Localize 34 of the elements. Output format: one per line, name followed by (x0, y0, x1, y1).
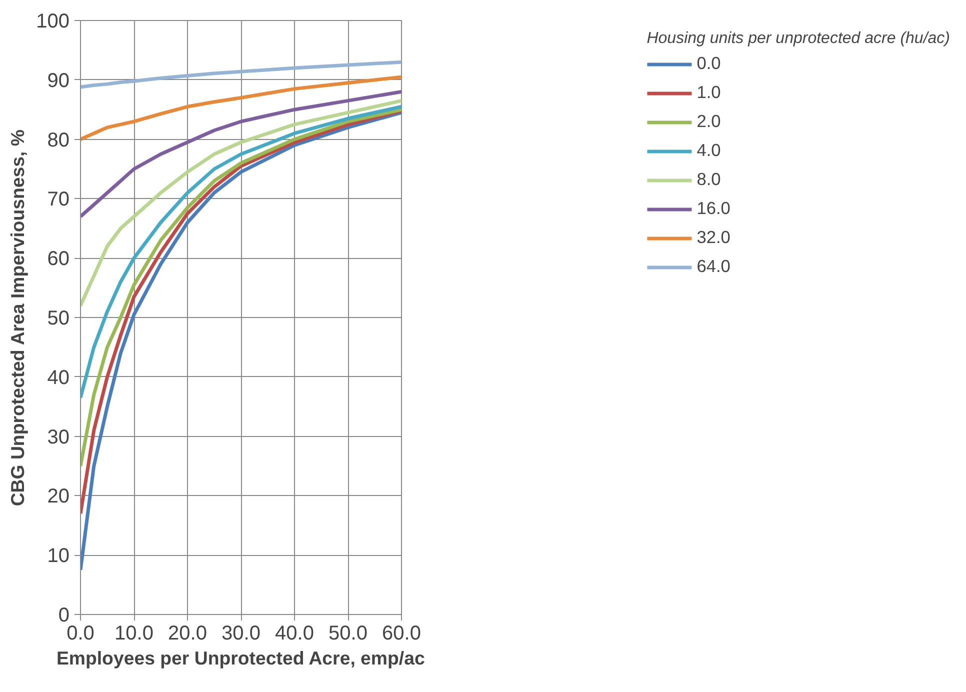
legend-label: 32.0 (696, 227, 730, 248)
y-tick-label: 20 (47, 486, 70, 508)
legend-label: 4.0 (696, 140, 721, 161)
x-axis-title: Employees per Unprotected Acre, emp/ac (56, 648, 425, 668)
y-tick-label: 0 (58, 604, 70, 626)
x-tick-label: 10.0 (114, 622, 154, 644)
line-series (80, 104, 402, 400)
y-tick-label: 100 (36, 10, 70, 32)
legend-label: 64.0 (696, 256, 730, 277)
line-series (80, 90, 402, 218)
legend-label: 0.0 (696, 53, 721, 74)
x-tick-label: 50.0 (328, 622, 368, 644)
x-tick-label: 40.0 (275, 622, 314, 644)
y-tick-label: 10 (47, 545, 70, 568)
legend-title: Housing units per unprotected acre (hu/ac) (646, 30, 950, 48)
y-tick-label: 90 (47, 70, 70, 92)
y-tick-label: 30 (47, 426, 70, 448)
x-tick-label: 60.0 (382, 622, 421, 644)
x-tick-label: 30.0 (222, 622, 260, 644)
line-series (80, 75, 402, 142)
line-series (80, 98, 402, 308)
y-tick-label: 50 (47, 308, 70, 330)
legend-label: 2.0 (696, 111, 721, 132)
y-axis-title: CBG Unprotected Area Imperviousness, % (7, 129, 28, 506)
legend-label: 16.0 (696, 198, 730, 219)
legend-label: 8.0 (696, 169, 721, 190)
line-series (80, 60, 402, 89)
y-tick-label: 80 (47, 129, 70, 152)
y-tick-label: 40 (47, 366, 70, 389)
y-tick-label: 70 (47, 188, 70, 211)
legend-label: 1.0 (696, 82, 721, 103)
x-tick-label: 0.0 (66, 622, 94, 644)
x-tick-label: 20.0 (168, 622, 207, 644)
y-tick-label: 60 (47, 248, 70, 270)
